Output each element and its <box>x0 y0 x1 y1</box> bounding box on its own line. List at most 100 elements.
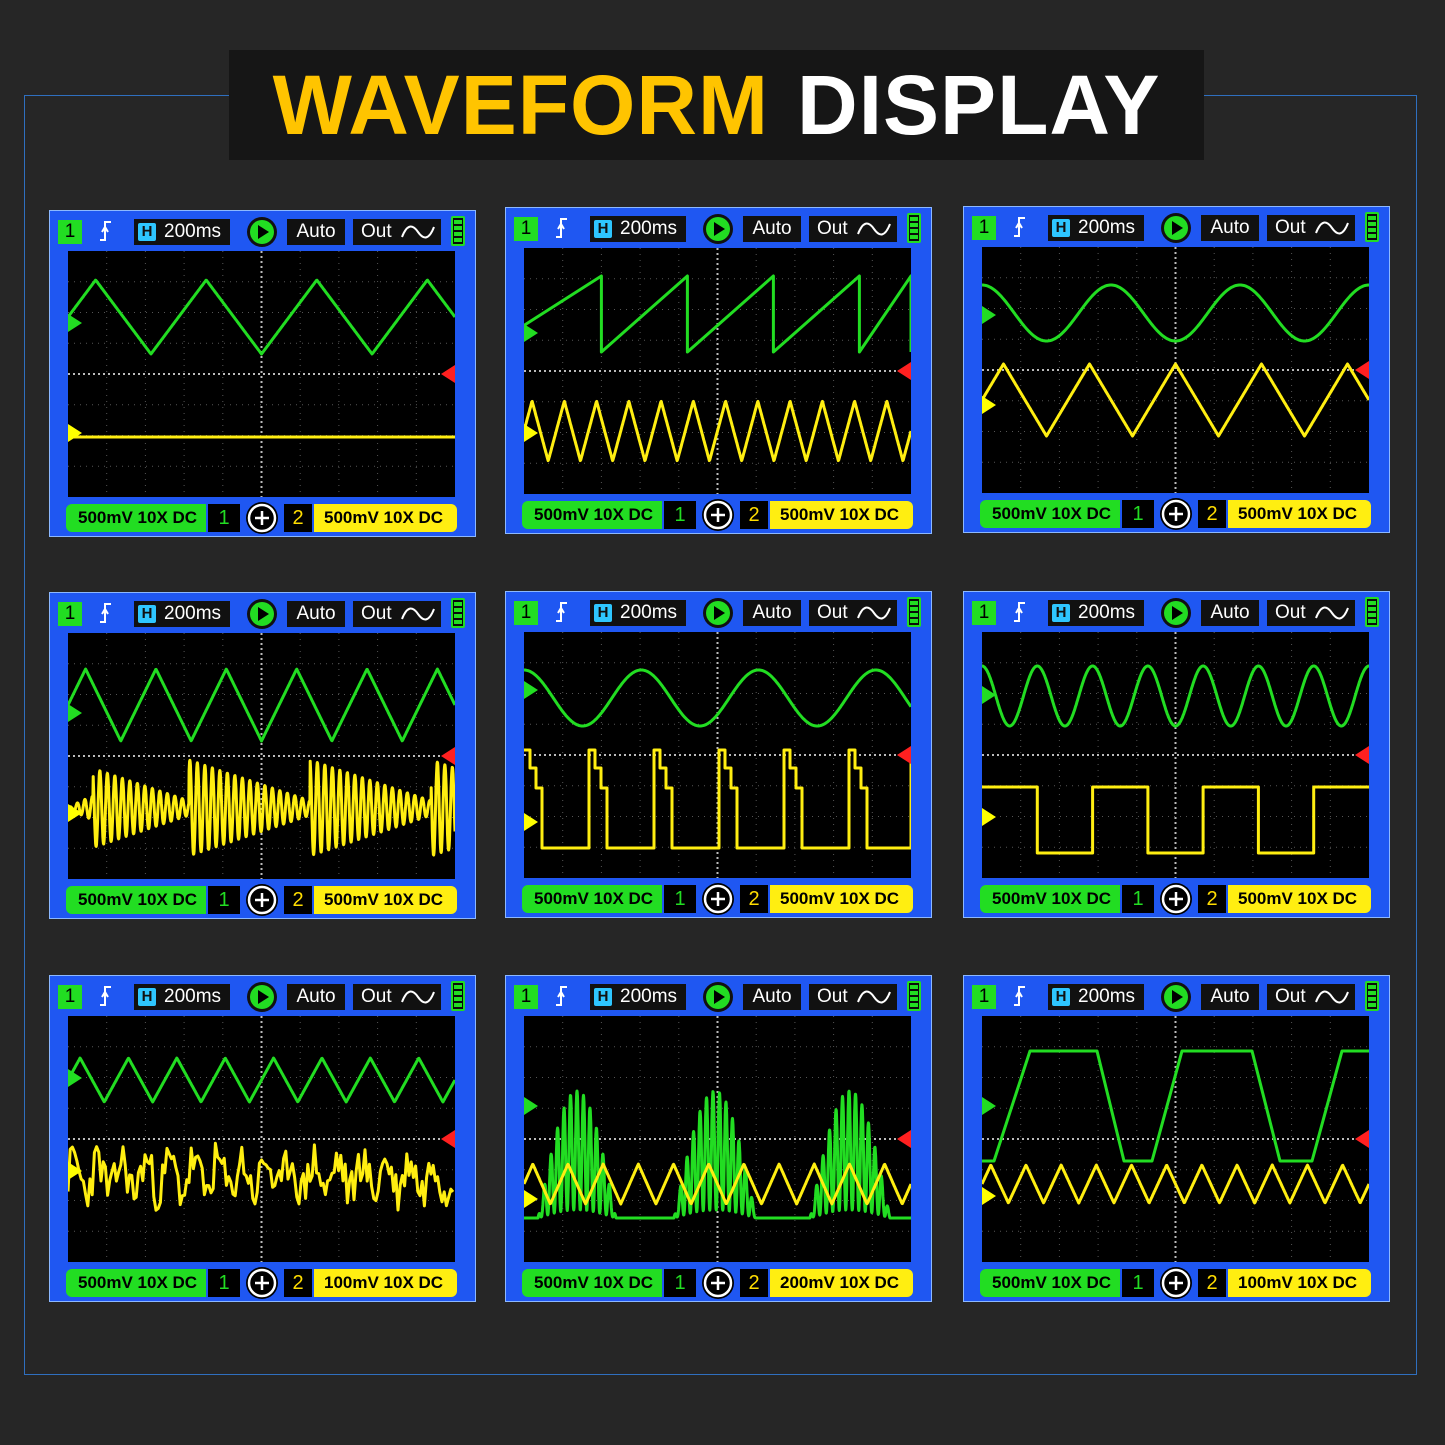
yellow-triangle-icon[interactable] <box>524 424 538 442</box>
trigger-mode[interactable]: Auto <box>1201 984 1259 1010</box>
channel-badge[interactable]: 1 <box>514 217 538 241</box>
trigger-mode[interactable]: Auto <box>743 600 801 626</box>
channel-2-setting[interactable]: 500mV 10X DC <box>770 501 913 529</box>
channel-badge[interactable]: 1 <box>58 602 82 626</box>
run-button[interactable] <box>703 214 733 244</box>
channel-2-setting[interactable]: 200mV 10X DC <box>770 1269 913 1297</box>
rising-edge-trigger-icon[interactable] <box>98 983 114 1009</box>
channel-badge[interactable]: 1 <box>972 601 996 625</box>
red-triangle-icon[interactable] <box>441 747 455 765</box>
channel-2-number[interactable]: 2 <box>284 504 312 532</box>
yellow-triangle-icon[interactable] <box>524 813 538 831</box>
add-channel-button[interactable] <box>1160 1267 1192 1299</box>
add-channel-button[interactable] <box>702 1267 734 1299</box>
channel-2-number[interactable]: 2 <box>1198 500 1226 528</box>
output-button[interactable]: Out <box>1267 215 1355 241</box>
green-triangle-icon[interactable] <box>524 1097 538 1115</box>
timebase-display[interactable]: H 200ms <box>1048 215 1144 241</box>
timebase-display[interactable]: H 200ms <box>590 984 686 1010</box>
channel-badge[interactable]: 1 <box>58 985 82 1009</box>
yellow-triangle-icon[interactable] <box>68 804 82 822</box>
channel-1-setting[interactable]: 500mV 10X DC <box>980 500 1120 528</box>
channel-1-number[interactable]: 1 <box>208 1269 240 1297</box>
add-channel-button[interactable] <box>1160 498 1192 530</box>
run-button[interactable] <box>1161 213 1191 243</box>
output-button[interactable]: Out <box>809 600 897 626</box>
red-triangle-icon[interactable] <box>441 1130 455 1148</box>
channel-1-setting[interactable]: 500mV 10X DC <box>522 885 662 913</box>
channel-1-setting[interactable]: 500mV 10X DC <box>522 501 662 529</box>
trigger-mode[interactable]: Auto <box>287 219 345 245</box>
add-channel-button[interactable] <box>1160 883 1192 915</box>
channel-2-number[interactable]: 2 <box>1198 885 1226 913</box>
channel-2-setting[interactable]: 500mV 10X DC <box>1228 500 1371 528</box>
output-button[interactable]: Out <box>353 601 441 627</box>
red-triangle-icon[interactable] <box>441 365 455 383</box>
red-triangle-icon[interactable] <box>897 362 911 380</box>
timebase-display[interactable]: H 200ms <box>134 601 230 627</box>
channel-2-setting[interactable]: 500mV 10X DC <box>314 886 457 914</box>
channel-badge[interactable]: 1 <box>514 601 538 625</box>
trigger-mode[interactable]: Auto <box>287 984 345 1010</box>
red-triangle-icon[interactable] <box>1355 361 1369 379</box>
rising-edge-trigger-icon[interactable] <box>1012 983 1028 1009</box>
red-triangle-icon[interactable] <box>897 1130 911 1148</box>
green-triangle-icon[interactable] <box>524 324 538 342</box>
timebase-display[interactable]: H 200ms <box>134 219 230 245</box>
rising-edge-trigger-icon[interactable] <box>1012 214 1028 240</box>
channel-2-number[interactable]: 2 <box>740 501 768 529</box>
green-triangle-icon[interactable] <box>982 306 996 324</box>
channel-1-number[interactable]: 1 <box>208 886 240 914</box>
rising-edge-trigger-icon[interactable] <box>1012 599 1028 625</box>
yellow-triangle-icon[interactable] <box>982 396 996 414</box>
output-button[interactable]: Out <box>353 219 441 245</box>
timebase-display[interactable]: H 200ms <box>590 216 686 242</box>
channel-2-setting[interactable]: 100mV 10X DC <box>314 1269 457 1297</box>
run-button[interactable] <box>1161 982 1191 1012</box>
output-button[interactable]: Out <box>1267 600 1355 626</box>
red-triangle-icon[interactable] <box>1355 1130 1369 1148</box>
channel-2-setting[interactable]: 100mV 10X DC <box>1228 1269 1371 1297</box>
add-channel-button[interactable] <box>702 499 734 531</box>
timebase-display[interactable]: H 200ms <box>590 600 686 626</box>
channel-1-setting[interactable]: 500mV 10X DC <box>980 1269 1120 1297</box>
channel-1-setting[interactable]: 500mV 10X DC <box>980 885 1120 913</box>
channel-badge[interactable]: 1 <box>972 985 996 1009</box>
run-button[interactable] <box>247 982 277 1012</box>
run-button[interactable] <box>703 598 733 628</box>
timebase-display[interactable]: H 200ms <box>134 984 230 1010</box>
yellow-triangle-icon[interactable] <box>68 1162 82 1180</box>
channel-1-number[interactable]: 1 <box>1122 885 1154 913</box>
timebase-display[interactable]: H 200ms <box>1048 984 1144 1010</box>
run-button[interactable] <box>247 217 277 247</box>
channel-2-setting[interactable]: 500mV 10X DC <box>1228 885 1371 913</box>
yellow-triangle-icon[interactable] <box>982 1187 996 1205</box>
channel-badge[interactable]: 1 <box>514 985 538 1009</box>
channel-2-number[interactable]: 2 <box>740 885 768 913</box>
green-triangle-icon[interactable] <box>982 1097 996 1115</box>
green-triangle-icon[interactable] <box>982 686 996 704</box>
add-channel-button[interactable] <box>246 1267 278 1299</box>
trigger-mode[interactable]: Auto <box>287 601 345 627</box>
yellow-triangle-icon[interactable] <box>982 808 996 826</box>
red-triangle-icon[interactable] <box>897 746 911 764</box>
channel-1-setting[interactable]: 500mV 10X DC <box>66 1269 206 1297</box>
channel-1-number[interactable]: 1 <box>664 501 696 529</box>
output-button[interactable]: Out <box>1267 984 1355 1010</box>
channel-1-number[interactable]: 1 <box>208 504 240 532</box>
channel-badge[interactable]: 1 <box>972 216 996 240</box>
yellow-triangle-icon[interactable] <box>524 1190 538 1208</box>
green-triangle-icon[interactable] <box>68 314 82 332</box>
channel-1-number[interactable]: 1 <box>664 885 696 913</box>
channel-2-setting[interactable]: 500mV 10X DC <box>770 885 913 913</box>
rising-edge-trigger-icon[interactable] <box>98 218 114 244</box>
green-triangle-icon[interactable] <box>68 1069 82 1087</box>
run-button[interactable] <box>1161 598 1191 628</box>
red-triangle-icon[interactable] <box>1355 746 1369 764</box>
rising-edge-trigger-icon[interactable] <box>554 983 570 1009</box>
channel-1-setting[interactable]: 500mV 10X DC <box>522 1269 662 1297</box>
channel-1-setting[interactable]: 500mV 10X DC <box>66 504 206 532</box>
channel-2-number[interactable]: 2 <box>1198 1269 1226 1297</box>
channel-2-number[interactable]: 2 <box>284 886 312 914</box>
output-button[interactable]: Out <box>353 984 441 1010</box>
